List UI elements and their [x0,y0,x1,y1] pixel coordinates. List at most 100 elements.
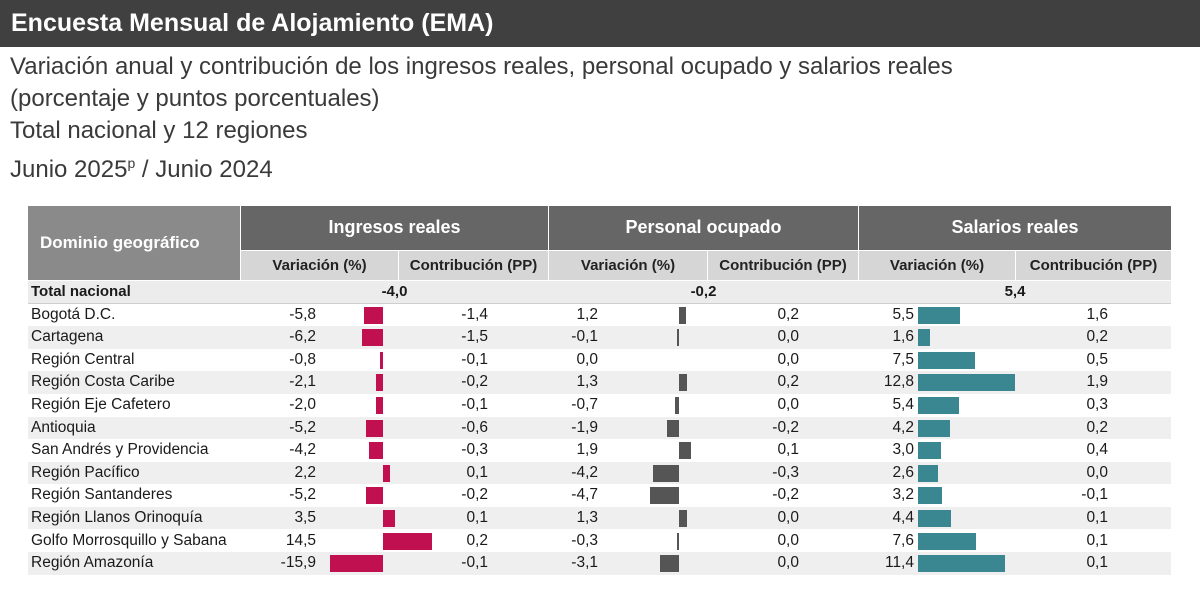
ingresos-variation-bar [362,329,383,347]
ingresos-contribution-value: -0,6 [461,418,488,436]
ingresos-contribution-value: 0,2 [466,531,488,549]
ingresos-variation-bar [383,532,432,550]
salarios-contribution-value: 0,0 [1086,463,1108,481]
personal-contribution-value: 0,0 [777,350,799,368]
ingresos-contribution-value: -1,4 [461,305,488,323]
region-label: Región Pacífico [31,463,140,481]
subheader-salarios-contribucion: Contribución (PP) [1016,251,1171,280]
personal-variation-value: 1,3 [576,373,598,391]
personal-contribution-value: 0,0 [777,395,799,413]
total-row: Total nacional -4,0 -0,2 5,4 [28,281,1171,304]
salarios-contribution-value: 0,4 [1086,441,1108,459]
subheader-personal-variacion: Variación (%) [549,251,707,280]
salarios-variation-value: 4,2 [892,418,914,436]
salarios-contribution-value: 0,1 [1086,554,1108,572]
ingresos-variation-bar [383,509,395,527]
salarios-variation-value: 3,0 [892,441,914,459]
ingresos-contribution-value: -0,1 [461,395,488,413]
ingresos-variation-value: -2,0 [289,395,316,413]
salarios-variation-bar [918,306,960,324]
ingresos-variation-bar [380,351,383,369]
table-row: Región Santanderes -5,2 -0,2 -4,7 -0,2 3,2 -0,… [28,484,1171,507]
salarios-contribution-value: 0,5 [1086,350,1108,368]
group-header-ingresos: Ingresos reales [241,206,548,250]
ingresos-variation-value: -5,2 [289,486,316,504]
subtitle-line-2: (porcentaje y puntos porcentuales) [10,85,380,112]
personal-variation-value: -4,2 [571,463,598,481]
salarios-variation-value: 5,4 [892,395,914,413]
salarios-variation-bar [918,464,938,482]
personal-contribution-value: 0,0 [777,328,799,346]
table-row: Bogotá D.C. -5,8 -1,4 1,2 0,2 5,5 1,6 [28,304,1171,327]
region-label: Golfo Morrosquillo y Sabana [31,531,227,549]
subheader-personal-contribucion: Contribución (PP) [708,251,858,280]
personal-variation-bar [677,532,679,550]
table-row: Cartagena -6,2 -1,5 -0,1 0,0 1,6 0,2 [28,326,1171,349]
salarios-variation-bar [918,442,941,460]
ingresos-variation-value: 3,5 [294,508,316,526]
table-row: Antioquia -5,2 -0,6 -1,9 -0,2 4,2 0,2 [28,416,1171,439]
personal-contribution-value: 0,0 [777,554,799,572]
region-label: Cartagena [31,328,104,346]
region-label: Bogotá D.C. [31,305,116,323]
region-label: Región Santanderes [31,486,173,504]
salarios-variation-bar [918,396,960,414]
personal-contribution-value: 0,2 [777,305,799,323]
salarios-variation-value: 1,6 [892,328,914,346]
table-row: Región Central -0,8 -0,1 0,0 0,0 7,5 0,5 [28,349,1171,372]
ingresos-variation-value: -15,9 [280,554,316,572]
personal-variation-bar [679,509,688,527]
subheader-ingresos-contribucion: Contribución (PP) [399,251,548,280]
group-header-salarios: Salarios reales [859,206,1171,250]
personal-variation-value: -0,3 [571,531,598,549]
group-header-personal: Personal ocupado [549,206,858,250]
salarios-contribution-value: 0,1 [1086,531,1108,549]
ingresos-contribution-value: -0,2 [461,373,488,391]
salarios-variation-value: 12,8 [883,373,914,391]
salarios-variation-bar [918,374,1016,392]
ingresos-contribution-value: -0,2 [461,486,488,504]
salarios-variation-value: 7,6 [892,531,914,549]
table-row: Golfo Morrosquillo y Sabana 14,5 0,2 -0,3 0,… [28,530,1171,553]
ingresos-contribution-value: -1,5 [461,328,488,346]
personal-variation-value: -0,7 [571,395,598,413]
personal-variation-value: 1,9 [576,441,598,459]
personal-contribution-value: 0,1 [777,441,799,459]
ingresos-variation-value: -6,2 [289,328,316,346]
table-row: Región Costa Caribe -2,1 -0,2 1,3 0,2 12,8 1,9 [28,371,1171,394]
subtitle-line-3: Total nacional y 12 regiones [10,117,308,144]
subtitle: Variación anual y contribución de los in… [10,51,1190,186]
personal-variation-value: 1,2 [576,305,598,323]
salarios-contribution-value: 1,9 [1086,373,1108,391]
region-label: Región Eje Cafetero [31,395,171,413]
personal-variation-value: -3,1 [571,554,598,572]
ingresos-variation-value: -5,8 [289,305,316,323]
ingresos-variation-value: -0,8 [289,350,316,368]
ingresos-contribution-value: 0,1 [466,463,488,481]
personal-variation-bar [679,442,691,460]
ingresos-variation-value: 2,2 [294,463,316,481]
personal-variation-value: -4,7 [571,486,598,504]
ingresos-contribution-value: -0,3 [461,441,488,459]
salarios-contribution-value: -0,1 [1081,486,1108,504]
personal-contribution-value: -0,2 [772,486,799,504]
table-row: San Andrés y Providencia -4,2 -0,3 1,9 0,1 3,… [28,439,1171,462]
salarios-variation-value: 5,5 [892,305,914,323]
table-row: Región Amazonía -15,9 -0,1 -3,1 0,0 11,4 0,1 [28,552,1171,575]
total-label: Total nacional [31,283,131,300]
page-title: Encuesta Mensual de Alojamiento (EMA) [0,0,1200,47]
provisional-mark: p [127,155,136,171]
ingresos-variation-bar [365,419,383,437]
ingresos-variation-bar [368,442,383,460]
personal-variation-bar [679,374,688,392]
subtitle-line-4: Junio 2025p / Junio 2024 [10,147,1190,186]
subtitle-line-1: Variación anual y contribución de los in… [10,53,953,80]
ingresos-variation-bar [365,487,383,505]
data-table: Dominio geográfico Ingresos reales Perso… [28,206,1171,576]
salarios-variation-value: 11,4 [884,554,914,572]
personal-variation-value: 1,3 [576,508,598,526]
personal-contribution-value: -0,3 [772,463,799,481]
subheader-ingresos-variacion: Variación (%) [241,251,398,280]
salarios-variation-value: 3,2 [892,486,914,504]
personal-variation-bar [677,329,679,347]
